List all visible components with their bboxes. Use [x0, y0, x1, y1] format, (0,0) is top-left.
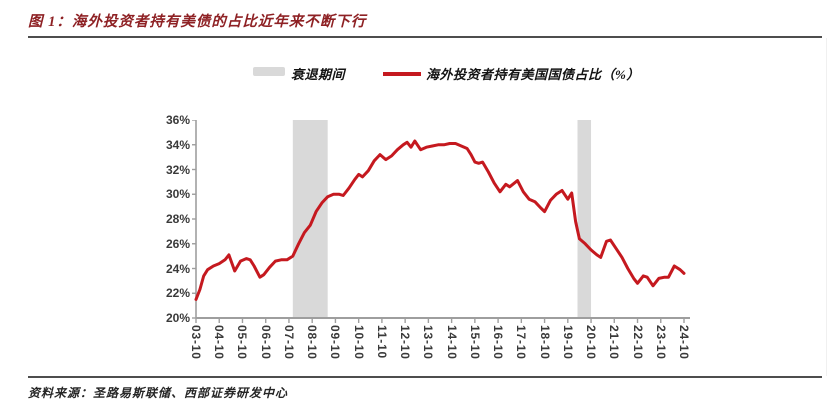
x-axis-label: 15-10 — [467, 325, 482, 360]
x-axis-label: 14-10 — [444, 325, 459, 360]
x-axis-label: 23-10 — [653, 325, 668, 360]
x-axis-label: 24-10 — [677, 325, 691, 360]
x-axis-label: 08-10 — [305, 325, 320, 360]
y-axis-label: 32% — [165, 162, 190, 177]
x-axis-label: 22-10 — [630, 325, 645, 360]
x-axis-label: 04-10 — [212, 325, 227, 360]
x-axis-label: 12-10 — [398, 325, 413, 360]
x-axis-label: 09-10 — [328, 325, 343, 360]
legend-label-recession: 衰退期间 — [291, 67, 346, 82]
y-axis-label: 26% — [165, 236, 190, 251]
x-axis-label: 21-10 — [607, 325, 622, 360]
x-axis-label: 18-10 — [537, 325, 552, 360]
figure-title: 图 1：海外投资者持有美债的占比近年来不断下行 — [28, 14, 367, 30]
legend-label-series: 海外投资者持有美国国债占比（%） — [426, 67, 640, 82]
y-axis-label: 36% — [165, 113, 190, 127]
bottom-divider — [28, 376, 822, 378]
x-axis-label: 03-10 — [189, 325, 203, 360]
y-axis-label: 24% — [165, 261, 190, 276]
x-axis-label: 10-10 — [351, 325, 366, 360]
source-note: 资料来源：圣路易斯联储、西部证券研发中心 — [28, 386, 289, 400]
x-axis-label: 07-10 — [281, 325, 296, 360]
y-axis-label: 28% — [165, 212, 190, 226]
x-axis-label: 16-10 — [491, 325, 506, 360]
x-axis-label: 05-10 — [235, 325, 250, 360]
axis-ticks — [192, 120, 685, 323]
top-divider — [28, 36, 822, 38]
x-axis-label: 13-10 — [421, 325, 436, 360]
series-line-swatch — [383, 72, 421, 76]
y-axis-label: 22% — [165, 286, 190, 301]
x-axis-label: 17-10 — [514, 325, 529, 360]
y-axis-label: 34% — [165, 137, 190, 152]
y-axis-label: 30% — [165, 187, 190, 202]
plot-area — [192, 120, 690, 323]
y-axis-label: 20% — [165, 311, 190, 325]
x-axis-label: 11-10 — [374, 325, 389, 360]
recession-band — [292, 120, 328, 318]
series-line — [194, 139, 686, 301]
recession-band-swatch — [253, 67, 285, 76]
x-axis-label: 20-10 — [584, 325, 599, 360]
x-axis-label: 06-10 — [258, 325, 273, 360]
x-axis-label: 19-10 — [560, 325, 575, 360]
right-edge-line — [826, 38, 827, 376]
recession-band — [577, 120, 592, 318]
